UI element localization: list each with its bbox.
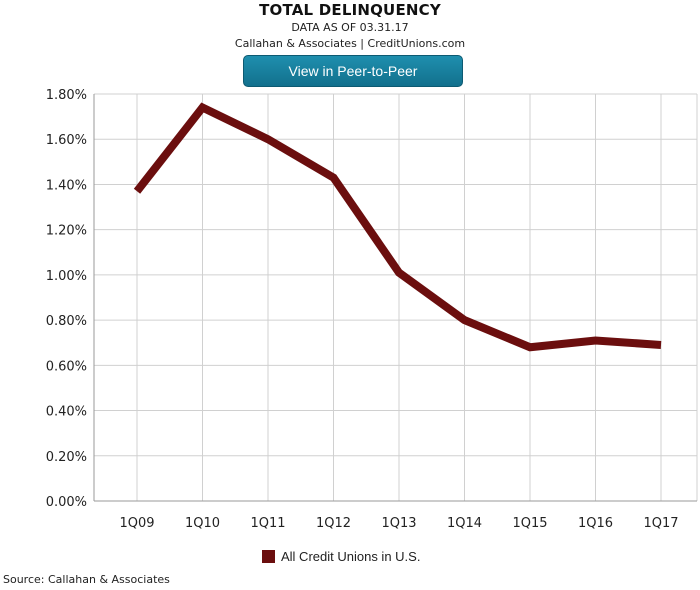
- y-tick-label: 1.20%: [46, 224, 87, 239]
- legend-label: All Credit Unions in U.S.: [281, 549, 420, 564]
- x-tick-label: 1Q13: [381, 516, 416, 531]
- x-tick-label: 1Q14: [447, 516, 482, 531]
- y-tick-label: 0.00%: [46, 495, 87, 510]
- x-tick-label: 1Q12: [316, 516, 351, 531]
- y-tick-label: 0.20%: [46, 450, 87, 465]
- x-tick-label: 1Q11: [250, 516, 285, 531]
- x-tick-label: 1Q10: [185, 516, 220, 531]
- legend: All Credit Unions in U.S.: [262, 549, 420, 564]
- chart-credits: Callahan & Associates | CreditUnions.com: [234, 37, 466, 50]
- y-tick-label: 0.80%: [46, 314, 87, 329]
- source-note: Source: Callahan & Associates: [3, 573, 170, 586]
- y-tick-label: 1.40%: [46, 178, 87, 193]
- x-tick-label: 1Q17: [643, 516, 678, 531]
- axes: 0.00% 0.20% 0.40% 0.60% 0.80% 1.00% 1.20% 1.40%…: [46, 88, 697, 531]
- y-tick-label: 0.40%: [46, 405, 87, 420]
- y-tick-label: 0.60%: [46, 359, 87, 374]
- series: [133, 102, 662, 352]
- x-tick-label: 1Q16: [578, 516, 613, 531]
- grid: [94, 93, 698, 502]
- y-tick-label: 1.00%: [46, 269, 87, 284]
- y-tick-label: 1.60%: [46, 133, 87, 148]
- x-tick-label: 1Q15: [512, 516, 547, 531]
- x-tick-label: 1Q09: [119, 516, 154, 531]
- view-in-peer-to-peer-button[interactable]: View in Peer-to-Peer: [243, 55, 463, 87]
- y-tick-label: 1.80%: [46, 88, 87, 103]
- chart-subtitle: DATA AS OF 03.31.17: [291, 21, 409, 34]
- chart-title: TOTAL DELINQUENCY: [259, 1, 441, 19]
- legend-swatch: [262, 550, 275, 563]
